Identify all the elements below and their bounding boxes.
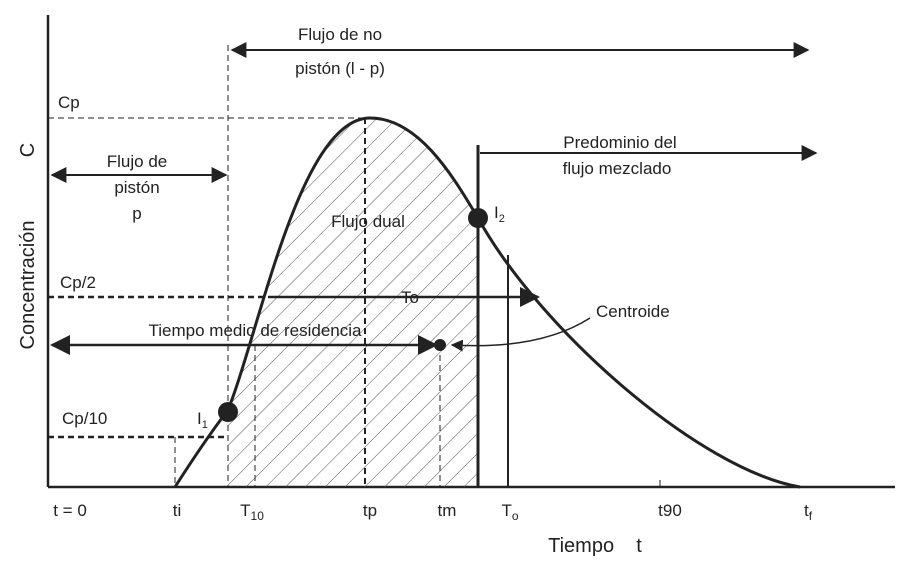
x-tick-label: To: [501, 501, 518, 523]
label: Cp/2: [60, 273, 96, 292]
label: 1: [202, 419, 208, 431]
label: pistón: [114, 178, 159, 197]
arrows: [50, 42, 818, 355]
label: Flujo dual: [331, 212, 405, 231]
label: Tiempo medio de residencia: [149, 321, 362, 340]
centroid-point: [434, 339, 446, 351]
x-tick-label: T: [501, 501, 511, 520]
label: I: [494, 203, 499, 222]
x-tick-label: T: [240, 501, 250, 520]
label: Cp: [58, 93, 80, 112]
label: Centroide: [596, 302, 670, 321]
point-i2: [468, 208, 488, 228]
x-tick-label: t = 0: [53, 501, 87, 520]
x-tick-label: t: [804, 501, 809, 520]
label: I: [197, 409, 202, 428]
x-tick-label: ti: [173, 501, 182, 520]
x-ticks: t = 0 ti T10 tp tm To t90 tf: [53, 501, 812, 523]
point-i1: [218, 402, 238, 422]
label: Flujo de no: [298, 25, 382, 44]
label: pistón (l - p): [295, 59, 385, 78]
hatched-area: [228, 118, 478, 487]
label: 2: [499, 213, 505, 225]
axis-title: Tiempo t: [548, 535, 642, 557]
label: Cp/10: [62, 409, 107, 428]
label: Concentración: [17, 221, 39, 350]
x-tick-label: t90: [658, 501, 682, 520]
x-tick-label: T10: [240, 501, 264, 523]
label: p: [132, 204, 141, 223]
label: flujo mezclado: [563, 159, 672, 178]
label: Predominio del: [563, 133, 676, 152]
x-tick-label: t90: [658, 501, 682, 520]
x-tick-label: tp: [363, 501, 377, 520]
label: I1: [197, 409, 208, 431]
label: I2: [494, 203, 505, 225]
label: Flujo de: [107, 152, 167, 171]
x-tick-label: ti: [173, 501, 182, 520]
x-tick-label: tm: [438, 501, 457, 520]
x-tick-label: t = 0: [53, 501, 87, 520]
x-tick-sub: o: [512, 509, 519, 523]
x-tick-label: tf: [804, 501, 813, 523]
label: To: [401, 288, 419, 307]
x-tick-sub: f: [809, 509, 813, 523]
x-tick-sub: 10: [251, 509, 265, 523]
label: C: [17, 143, 39, 157]
guides: [48, 45, 661, 487]
x-tick-label: tp: [363, 501, 377, 520]
x-tick-label: tm: [438, 501, 457, 520]
